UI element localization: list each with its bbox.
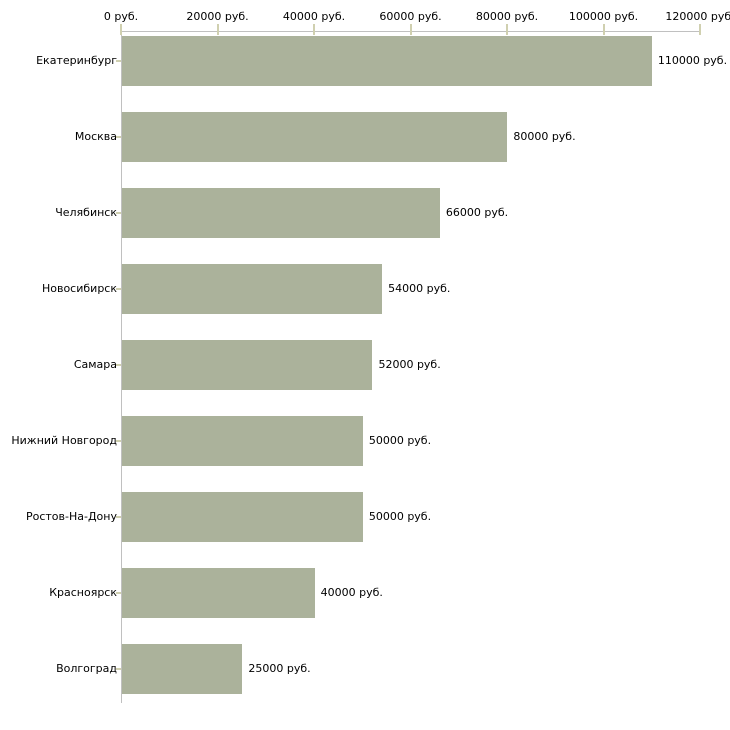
x-axis-tick <box>506 24 508 35</box>
category-label: Красноярск <box>49 586 117 599</box>
x-axis-tick <box>699 24 701 35</box>
bar-Екатеринбург <box>122 36 652 86</box>
bar-value-label: 52000 руб. <box>378 358 441 371</box>
y-axis-tick <box>116 440 121 442</box>
y-axis-tick <box>116 516 121 518</box>
category-label: Новосибирск <box>41 282 117 295</box>
y-axis-line <box>121 31 122 703</box>
category-label: Ростов-На-Дону <box>25 510 117 523</box>
x-axis-tick-label: 0 руб. <box>103 10 139 23</box>
bar-Волгоград <box>122 644 243 694</box>
bar-value-label: 54000 руб. <box>388 282 451 295</box>
x-axis-tick <box>120 24 122 35</box>
x-axis-tick-label: 20000 руб. <box>186 10 249 23</box>
bar-value-label: 80000 руб. <box>513 130 576 143</box>
y-axis-tick <box>116 212 121 214</box>
x-axis-tick-label: 120000 руб. <box>665 10 730 23</box>
x-axis-tick <box>602 24 605 35</box>
bar-Москва <box>122 112 508 162</box>
x-axis-tick <box>313 24 315 35</box>
category-label: Москва <box>74 130 117 143</box>
bar-value-label: 40000 руб. <box>320 586 383 599</box>
x-axis-tick-label: 40000 руб. <box>282 10 346 23</box>
category-label: Челябинск <box>55 206 117 219</box>
category-label: Екатеринбург <box>36 54 117 67</box>
x-axis-tick <box>409 24 412 35</box>
bar-value-label: 110000 руб. <box>657 54 728 67</box>
bar-Самара <box>122 340 373 390</box>
x-axis-tick <box>216 24 219 35</box>
category-label: Самара <box>73 358 117 371</box>
bar-value-label: 66000 руб. <box>445 206 509 219</box>
bar-value-label: 25000 руб. <box>248 662 311 675</box>
bar-Челябинск <box>122 188 440 238</box>
y-axis-tick <box>116 288 121 290</box>
bar-Нижний Новгород <box>122 416 363 466</box>
x-axis-tick-label: 80000 руб. <box>475 10 539 23</box>
y-axis-tick <box>116 136 121 138</box>
category-label: Волгоград <box>56 662 117 675</box>
y-axis-tick <box>116 60 121 62</box>
bar-value-label: 50000 руб. <box>368 434 432 447</box>
x-axis-tick-label: 100000 руб. <box>568 10 639 23</box>
bar-value-label: 50000 руб. <box>368 510 432 523</box>
bar-Красноярск <box>122 568 315 618</box>
category-label: Нижний Новгород <box>11 434 117 447</box>
x-axis-tick-label: 60000 руб. <box>379 10 442 23</box>
y-axis-tick <box>116 592 121 594</box>
y-axis-tick <box>116 668 121 670</box>
y-axis-tick <box>116 364 121 366</box>
bar-Ростов-На-Дону <box>122 492 363 542</box>
bar-Новосибирск <box>122 264 383 314</box>
